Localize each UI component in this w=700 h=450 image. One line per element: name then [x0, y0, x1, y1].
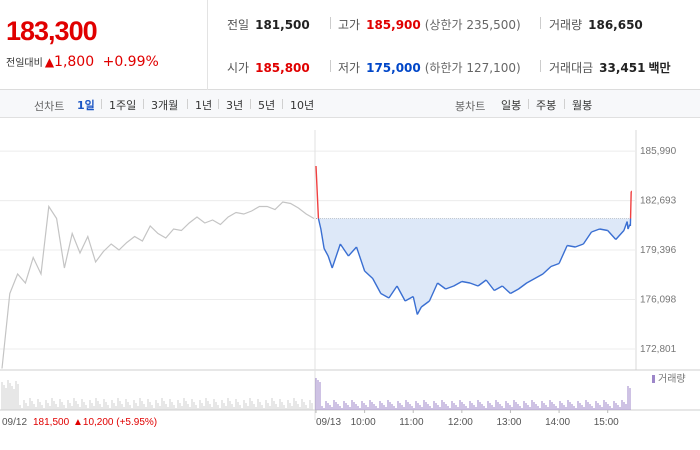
- change-amount: 1,800: [54, 54, 95, 70]
- low-label: 저가: [338, 61, 361, 75]
- volume-label: 거래량: [549, 18, 583, 32]
- open-label: 시가: [227, 61, 250, 75]
- divider: [540, 60, 541, 72]
- change-label: 전일대비: [6, 58, 43, 69]
- today-line-below-ref: [317, 218, 632, 315]
- tab-daily-candle[interactable]: 일봉: [501, 99, 522, 112]
- quote-header: 183,300 전일대비 ▲1,800 +0.99% 전일 181,500 고가 18…: [0, 0, 700, 90]
- up-triangle-icon: ▲: [44, 55, 55, 69]
- amount-unit: 백만: [648, 61, 671, 75]
- tab-divider: [282, 99, 283, 109]
- tab-divider: [187, 99, 188, 109]
- price-box: 183,300 전일대비 ▲1,800 +0.99%: [0, 0, 208, 90]
- lower-limit: (하한가 127,100): [424, 61, 521, 75]
- tab-1year[interactable]: 1년: [195, 99, 213, 112]
- tab-10years[interactable]: 10년: [290, 99, 315, 112]
- below-reference-fill: [316, 218, 632, 315]
- prev-day-date: 09/12: [2, 417, 27, 428]
- period-tabbar: 선차트 1일 1주일 3개월 1년 3년 5년 10년 봉차트 일봉 주봉 월봉: [0, 90, 700, 118]
- high-value: 185,900: [366, 18, 421, 32]
- tab-1day[interactable]: 1일: [77, 99, 95, 112]
- stat-volume: 거래량 186,650: [549, 16, 643, 33]
- amount-value: 33,451: [599, 61, 646, 75]
- x-tick-label: 10:00: [351, 417, 376, 428]
- tab-divider: [564, 99, 565, 109]
- tab-monthly-candle[interactable]: 월봉: [572, 99, 593, 112]
- tab-3years[interactable]: 3년: [226, 99, 244, 112]
- open-value: 185,800: [255, 61, 310, 75]
- current-price: 183,300: [6, 16, 98, 46]
- amount-label: 거래대금: [549, 61, 594, 75]
- tab-divider: [143, 99, 144, 109]
- y-tick-label: 176,098: [640, 295, 677, 306]
- x-tick-label: 13:00: [496, 417, 521, 428]
- prev-close-value: 181,500: [255, 18, 310, 32]
- tab-divider: [218, 99, 219, 109]
- upper-limit: (상한가 235,500): [424, 18, 521, 32]
- stat-low: 저가 175,000 (하한가 127,100): [338, 59, 521, 76]
- volume-legend-swatch: [652, 375, 655, 383]
- prev-close-label: 전일: [227, 18, 250, 32]
- y-tick-label: 185,990: [640, 146, 677, 157]
- divider: [330, 17, 331, 29]
- tab-1week[interactable]: 1주일: [109, 99, 137, 112]
- x-tick-label: 15:00: [594, 417, 619, 428]
- change-percent: +0.99%: [102, 54, 159, 70]
- tab-divider: [250, 99, 251, 109]
- divider: [540, 17, 541, 29]
- prev-day-change: ▲10,200 (+5.95%): [73, 417, 157, 428]
- line-chart-title: 선차트: [34, 100, 65, 113]
- volume-legend-label: 거래량: [658, 373, 686, 385]
- y-tick-label: 172,801: [640, 344, 677, 355]
- tab-divider: [528, 99, 529, 109]
- stat-high: 고가 185,900 (상한가 235,500): [338, 16, 521, 33]
- stat-prev-close: 전일 181,500: [227, 16, 310, 33]
- tab-5years[interactable]: 5년: [258, 99, 276, 112]
- x-tick-label: 12:00: [448, 417, 473, 428]
- y-tick-label: 179,396: [640, 245, 677, 256]
- x-tick-label: 11:00: [399, 417, 424, 428]
- y-tick-label: 182,693: [640, 196, 677, 207]
- divider: [330, 60, 331, 72]
- tab-divider: [101, 99, 102, 109]
- high-label: 고가: [338, 18, 361, 32]
- candle-chart-title: 봉차트: [455, 100, 486, 113]
- tab-3months[interactable]: 3개월: [151, 99, 179, 112]
- stat-open: 시가 185,800: [227, 59, 310, 76]
- price-change: 전일대비 ▲1,800 +0.99%: [6, 54, 159, 70]
- stat-amount: 거래대금 33,451 백만: [549, 59, 671, 76]
- x-tick-label: 09/13: [316, 417, 341, 428]
- low-value: 175,000: [366, 61, 421, 75]
- tab-weekly-candle[interactable]: 주봉: [536, 99, 557, 112]
- volume-value: 186,650: [588, 18, 643, 32]
- x-tick-label: 14:00: [545, 417, 570, 428]
- prev-day-line: [1, 201, 315, 369]
- prev-day-close: 181,500: [33, 417, 70, 428]
- today-line-above-ref: [315, 165, 632, 219]
